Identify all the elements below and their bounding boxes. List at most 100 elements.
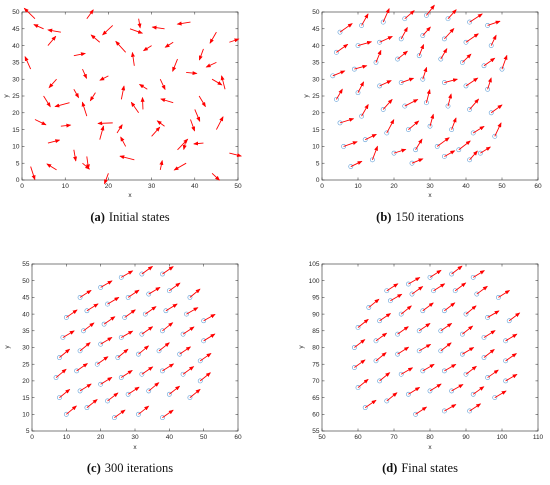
agent-marker: [492, 133, 498, 139]
plot-area: [21, 11, 239, 181]
heading-arrow: [444, 27, 455, 40]
heading-arrow: [498, 290, 511, 298]
agent-marker: [333, 96, 339, 102]
agent-marker: [503, 378, 508, 384]
agent-marker: [449, 127, 454, 133]
agent-marker: [402, 103, 408, 109]
x-tick-label: 60: [354, 434, 362, 441]
heading-arrow: [121, 270, 134, 278]
agent-marker: [485, 315, 490, 320]
agent-marker: [445, 16, 451, 22]
x-tick-label: 50: [318, 434, 326, 441]
agent-marker: [423, 12, 429, 18]
agent-marker: [351, 66, 357, 72]
y-axis-label: y: [303, 94, 310, 98]
agent-marker: [136, 351, 141, 357]
y-tick-label: 100: [309, 278, 320, 285]
agent-marker: [492, 395, 498, 400]
plot-area: [321, 11, 539, 181]
agent-marker: [438, 328, 444, 334]
heading-arrow: [397, 50, 408, 60]
heading-arrow: [104, 173, 109, 185]
agent-marker: [467, 19, 472, 25]
heading-arrow: [357, 41, 373, 47]
caption-text: 300 iterations: [105, 461, 174, 475]
agent-marker: [330, 73, 336, 79]
x-tick-label: 80: [426, 434, 434, 441]
agent-marker: [84, 308, 90, 314]
agent-marker: [413, 411, 418, 417]
heading-arrow: [100, 376, 113, 385]
heading-arrow: [66, 405, 77, 415]
agent-marker: [499, 66, 505, 72]
y-tick-label: 5: [26, 428, 30, 435]
x-tick-label: 50: [234, 183, 242, 190]
heading-arrow: [451, 265, 463, 275]
agent-marker: [405, 281, 411, 287]
heading-arrow: [444, 302, 456, 312]
heading-arrow: [386, 119, 395, 134]
heading-arrow: [47, 28, 61, 33]
heading-arrow: [86, 399, 98, 408]
heading-arrow: [386, 392, 398, 402]
agent-marker: [351, 345, 357, 350]
agent-marker: [405, 127, 411, 133]
heading-arrow: [361, 103, 369, 117]
heading-arrow: [397, 346, 410, 355]
heading-arrow: [425, 88, 431, 103]
y-tick-label: 10: [22, 412, 30, 419]
heading-arrow: [494, 390, 507, 398]
caption-text: 150 iterations: [395, 210, 464, 224]
agent-marker: [139, 331, 145, 337]
heading-arrow: [179, 346, 192, 355]
heading-arrow: [59, 348, 71, 358]
y-axis-label: y: [3, 94, 10, 98]
heading-arrow: [379, 80, 392, 87]
agent-marker: [387, 298, 393, 304]
agent-marker: [98, 381, 104, 387]
heading-arrow: [494, 122, 502, 137]
y-tick-label: 85: [312, 328, 320, 335]
heading-arrow: [124, 309, 136, 318]
agent-marker: [373, 358, 379, 364]
agent-marker: [470, 130, 476, 136]
agent-marker: [351, 365, 357, 370]
heading-arrow: [151, 25, 165, 30]
heading-arrow: [444, 78, 458, 83]
agent-marker: [395, 56, 400, 62]
x-tick-label: 10: [62, 183, 70, 190]
agent-marker: [139, 271, 145, 277]
agent-marker: [470, 274, 476, 280]
heading-arrow: [415, 406, 428, 415]
heading-arrow: [422, 302, 434, 312]
x-tick-label: 10: [354, 183, 362, 190]
heading-arrow: [216, 116, 224, 130]
heading-arrow: [173, 162, 187, 171]
heading-arrow: [447, 93, 453, 107]
heading-arrow: [55, 368, 67, 378]
heading-arrow: [97, 121, 113, 126]
y-tick-label: 15: [22, 395, 30, 402]
heading-arrow: [451, 384, 464, 392]
agent-marker: [377, 83, 382, 89]
agent-marker: [105, 301, 110, 307]
panel-label: (b): [376, 210, 391, 224]
agent-marker: [431, 288, 436, 294]
x-tick-label: 0: [20, 183, 24, 190]
agent-marker: [416, 328, 422, 334]
y-tick-label: 70: [312, 378, 320, 385]
y-tick-label: 30: [22, 345, 30, 352]
agent-marker: [441, 308, 447, 314]
agent-marker: [118, 274, 124, 280]
heading-arrow: [483, 57, 496, 67]
heading-arrow: [411, 158, 424, 164]
x-tick-label: 10: [63, 434, 71, 441]
agent-marker: [434, 143, 440, 149]
agent-marker: [101, 321, 107, 327]
agent-marker: [441, 408, 447, 414]
heading-arrow: [90, 34, 101, 43]
agent-marker: [160, 328, 165, 334]
heading-arrow: [390, 293, 403, 302]
heading-arrow: [400, 305, 412, 315]
heading-arrow: [176, 21, 191, 26]
